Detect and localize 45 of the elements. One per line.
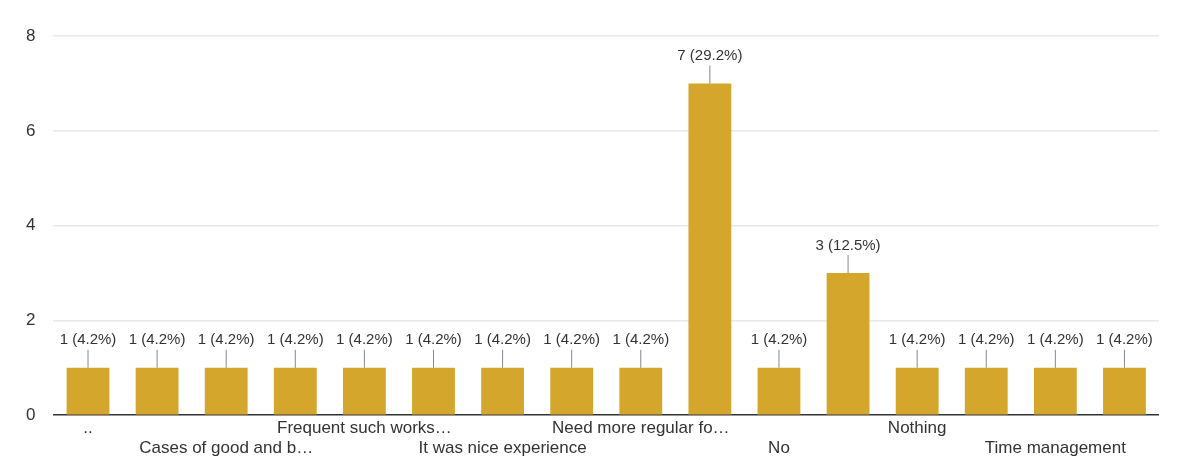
x-tick-label: Nothing (887, 418, 947, 438)
bar (342, 367, 386, 415)
bar (826, 273, 870, 415)
data-label: 1 (4.2%) (128, 330, 186, 348)
data-label: 1 (4.2%) (59, 330, 117, 348)
data-label: 1 (4.2%) (197, 330, 255, 348)
data-label: 1 (4.2%) (888, 330, 946, 348)
bar (412, 367, 455, 415)
data-label: 1 (4.2%) (266, 330, 324, 348)
bar (619, 367, 663, 415)
x-tick-label: No (768, 438, 790, 458)
bar (135, 367, 179, 415)
y-tick-label: 0 (25, 404, 36, 424)
data-label: 1 (4.2%) (612, 330, 670, 348)
x-tick-label: It was nice experience (418, 438, 587, 458)
data-label: 1 (4.2%) (1027, 330, 1084, 348)
data-label: 1 (4.2%) (957, 330, 1015, 348)
bar (1103, 367, 1146, 415)
y-tick-label: 8 (25, 25, 36, 45)
x-tick-label: Need more regular fo… (551, 418, 730, 438)
bar (273, 367, 317, 415)
data-label: 1 (4.2%) (405, 330, 462, 348)
x-tick-label: Cases of good and b… (139, 438, 314, 458)
data-label: 1 (4.2%) (543, 330, 601, 348)
y-tick-label: 6 (25, 120, 36, 140)
bar (66, 367, 110, 415)
data-label: 1 (4.2%) (474, 330, 531, 348)
bar (895, 367, 939, 415)
x-tick-label: .. (83, 418, 93, 438)
data-label: 1 (4.2%) (336, 330, 393, 348)
data-label: 3 (12.5%) (815, 235, 881, 253)
bar (688, 83, 732, 415)
data-label: 1 (4.2%) (750, 330, 808, 348)
bar (481, 367, 524, 415)
bar (964, 367, 1008, 415)
y-tick-label: 4 (25, 215, 36, 235)
bar (757, 367, 801, 415)
y-tick-label: 2 (25, 310, 36, 330)
bar (550, 367, 594, 415)
bar (1033, 367, 1077, 415)
x-tick-label: Time management (984, 438, 1127, 458)
x-tick-label: Frequent such works… (276, 418, 452, 438)
data-label: 7 (29.2%) (677, 46, 743, 64)
data-label: 1 (4.2%) (1096, 330, 1153, 348)
bar (204, 367, 248, 415)
